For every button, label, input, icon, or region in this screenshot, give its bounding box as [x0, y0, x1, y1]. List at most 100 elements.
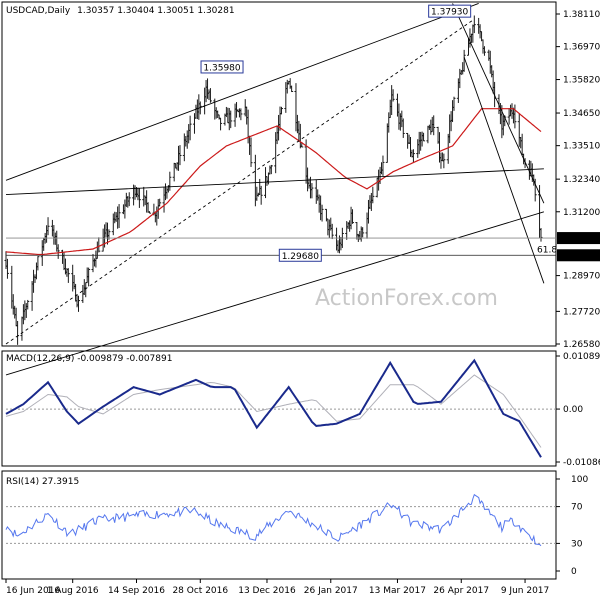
price-bar [539, 227, 543, 242]
price-annotation-text: 1.35980 [203, 63, 240, 73]
price-bar [137, 188, 141, 208]
price-bar [5, 258, 9, 279]
price-bar [239, 108, 243, 121]
trendline [5, 2, 479, 181]
rsi-panel-frame [1, 470, 557, 580]
x-tick-label: 28 Oct 2016 [172, 586, 228, 596]
price-y-tick-label: 1.32340 [563, 175, 600, 185]
price-bar [208, 88, 212, 103]
rsi-line [5, 493, 542, 547]
price-bar [422, 132, 426, 142]
trendline [452, 3, 545, 204]
moving-average-line [5, 108, 542, 256]
macd-y-tick-label: -0.010868 [563, 458, 600, 468]
price-bar [87, 267, 91, 287]
price-bar [371, 186, 375, 204]
price-layer: 61.8 1.35980 1.37930 1.29680 [4, 2, 557, 376]
price-bar [168, 171, 172, 191]
macd-y-tick-label: 0.00 [563, 405, 583, 415]
x-tick-label: 13 Mar 2017 [369, 586, 426, 596]
price-bar [279, 106, 283, 115]
rsi-title: RSI(14) 27.3915 [6, 477, 79, 487]
price-bar [36, 256, 40, 271]
price-y-tick-label: 1.38110 [563, 10, 600, 20]
support-label: 1.29680 [562, 251, 599, 261]
price-bar [178, 145, 182, 166]
x-tick-label: 26 Apr 2017 [433, 586, 489, 596]
axes-layer: 1.38110 1.36970 1.35820 1.34650 1.33510 1.323… [5, 10, 600, 596]
price-bar [26, 299, 30, 310]
last-price-tag [557, 232, 600, 245]
macd-line [5, 358, 542, 458]
price-annotation-box [278, 248, 322, 262]
macd-y-tick-label: 0.010895 [563, 352, 600, 362]
price-bar [513, 104, 517, 129]
symbol-text: USDCAD,Daily [6, 6, 71, 16]
price-bar [269, 164, 273, 175]
price-bar [351, 209, 355, 224]
x-tick-label: 16 Jun 2016 [6, 586, 60, 596]
watermark: ActionForex.com [315, 286, 498, 311]
fib-label: 61.8 [537, 245, 557, 255]
price-bar [462, 49, 466, 72]
price-annotation-text: 1.37930 [431, 8, 468, 18]
price-title: USDCAD,Daily 1.30357 1.30404 1.30051 1.3… [6, 6, 235, 16]
rsi-y-tick-label: 30 [571, 539, 583, 549]
price-annotation-box [428, 4, 472, 18]
rsi-y-tick-label: 70 [571, 503, 583, 513]
price-bar [117, 204, 121, 228]
rsi-y-tick-label: 0 [571, 567, 577, 577]
trendline-dashed [5, 18, 475, 345]
price-bar [320, 204, 324, 222]
price-y-tick-label: 1.27720 [563, 307, 600, 317]
price-bar [229, 110, 233, 129]
price-bar [442, 153, 446, 169]
price-y-tick-label: 1.28970 [563, 272, 600, 282]
x-tick-label: 1 Aug 2016 [47, 586, 99, 596]
x-tick-label: 14 Sep 2016 [108, 586, 165, 596]
trendline [5, 168, 544, 196]
price-bar [452, 96, 456, 111]
price-bar [259, 185, 263, 205]
price-y-tick-label: 1.31200 [563, 208, 600, 218]
macd-layer [5, 358, 556, 458]
price-bar [330, 223, 334, 240]
price-bar [76, 295, 80, 312]
price-bar [381, 155, 385, 176]
price-y-tick-label: 1.26580 [563, 340, 600, 350]
price-bar [46, 217, 50, 236]
price-annotation-box [200, 60, 244, 74]
price-bar [432, 115, 436, 136]
price-bar [66, 268, 70, 283]
price-bar [290, 85, 294, 93]
price-bar [249, 137, 253, 167]
price-bar [219, 117, 223, 131]
price-bar [56, 244, 60, 259]
price-y-tick-label: 1.34650 [563, 109, 600, 119]
price-bar [127, 192, 131, 207]
macd-title: MACD(12,26,9) -0.009879 -0.007891 [6, 354, 172, 364]
price-bar [310, 183, 314, 199]
price-panel-frame [1, 1, 557, 347]
price-y-tick-label: 1.36970 [563, 43, 600, 53]
rsi-y-tick-label: 100 [571, 475, 588, 485]
price-bar [391, 89, 395, 102]
x-tick-label: 26 Jan 2017 [304, 586, 358, 596]
support-tag [557, 249, 600, 262]
trendline [5, 211, 545, 376]
ohlc-text: 1.30357 1.30404 1.30051 1.30281 [77, 6, 234, 16]
last-price-label: 1.30281 [562, 234, 599, 244]
rsi-layer [5, 493, 556, 547]
trendline [463, 57, 545, 284]
x-tick-label: 9 Jun 2017 [501, 586, 549, 596]
price-bar [401, 118, 405, 138]
price-bar [482, 46, 486, 56]
price-bar [188, 115, 192, 141]
price-y-tick-label: 1.35820 [563, 76, 600, 86]
price-bar [472, 15, 476, 34]
price-bar [158, 198, 162, 207]
price-bar [148, 211, 152, 214]
price-bar [361, 227, 365, 238]
macd-signal-line [5, 374, 542, 448]
